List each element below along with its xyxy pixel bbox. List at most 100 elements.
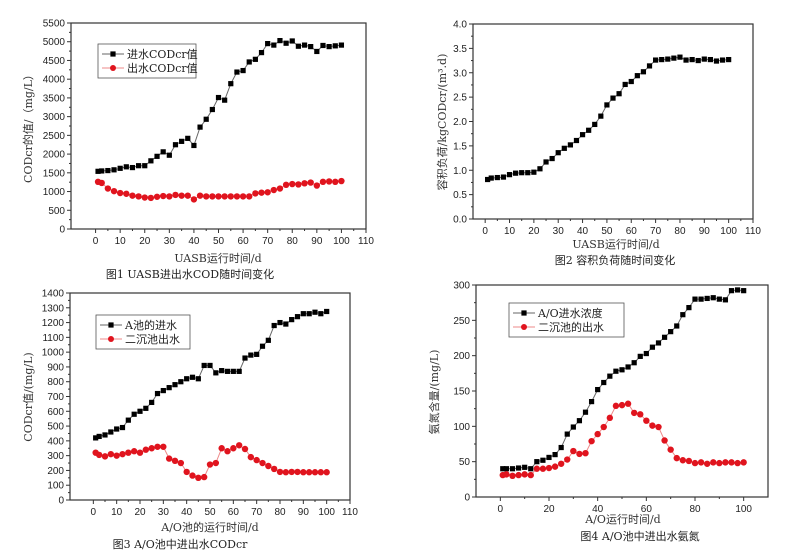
data-point — [325, 178, 333, 185]
y-tick-label: 3000 — [43, 112, 66, 123]
data-point — [236, 368, 242, 374]
data-point — [277, 319, 283, 326]
y-tick-label: 0 — [464, 493, 470, 504]
data-point — [707, 56, 713, 63]
data-point — [564, 431, 570, 437]
y-tick-label: 3.5 — [453, 44, 467, 55]
data-point — [691, 459, 699, 467]
data-point — [734, 287, 741, 293]
data-point — [289, 317, 295, 323]
y-tick-label: 3500 — [43, 93, 66, 104]
data-point — [500, 466, 506, 472]
data-point — [239, 193, 247, 200]
data-point — [276, 468, 284, 476]
data-point — [576, 418, 583, 424]
y-tick-label: 900 — [47, 362, 64, 373]
x-tick-label: 50 — [213, 236, 225, 247]
x-tick-label: 0 — [93, 236, 99, 247]
figure-caption: 图1 UASB进出水COD随时间变化 — [106, 267, 274, 281]
x-axis-label: UASB运行时间/d — [572, 238, 659, 251]
data-point — [123, 164, 129, 170]
data-point — [172, 142, 179, 148]
data-point — [485, 176, 491, 183]
data-point — [190, 196, 198, 203]
y-axis-label: CODcr值/(mg/L) — [22, 352, 35, 441]
figure-caption: 图2 容积负荷随时间变化 — [555, 253, 676, 267]
data-point — [160, 149, 166, 155]
data-point — [154, 443, 161, 450]
data-point — [726, 56, 732, 63]
data-point — [625, 364, 631, 370]
data-point — [570, 424, 576, 430]
data-point — [166, 385, 172, 391]
x-tick-label: 40 — [188, 236, 200, 247]
x-tick-label: 30 — [158, 507, 170, 518]
data-point — [740, 459, 747, 466]
data-point — [105, 167, 111, 174]
y-tick-label: 300 — [453, 281, 470, 292]
data-point — [119, 424, 126, 431]
data-point — [668, 329, 674, 335]
data-point — [196, 192, 204, 199]
data-point — [598, 113, 604, 119]
data-point — [710, 459, 717, 466]
data-point — [677, 54, 683, 60]
x-tick-label: 80 — [287, 236, 299, 247]
y-tick-label: 1.5 — [453, 141, 467, 152]
data-point — [582, 409, 589, 415]
legend-marker-square — [108, 322, 114, 328]
data-point — [143, 405, 149, 411]
data-point — [503, 471, 510, 478]
data-point — [129, 164, 136, 171]
data-point — [600, 423, 607, 431]
x-axis-label: A/O池的运行时间/d — [160, 520, 258, 534]
data-point — [184, 376, 190, 382]
data-point — [276, 185, 284, 192]
data-point — [619, 367, 625, 373]
data-point — [701, 56, 707, 62]
data-point — [166, 152, 172, 158]
data-point — [313, 182, 321, 189]
data-point — [111, 167, 117, 173]
data-point — [301, 180, 308, 187]
y-tick-label: 3.0 — [453, 68, 467, 79]
x-tick-label: 100 — [735, 504, 752, 515]
data-point — [137, 408, 143, 414]
data-point — [570, 447, 577, 455]
y-tick-label: 2.5 — [453, 93, 467, 104]
data-point — [147, 194, 155, 202]
x-tick-label: 0 — [91, 507, 97, 518]
x-tick-label: 90 — [699, 226, 711, 237]
data-point — [159, 192, 167, 200]
data-point — [259, 459, 266, 467]
data-point — [649, 344, 656, 350]
data-point — [259, 343, 266, 349]
data-point — [628, 78, 634, 85]
data-point — [671, 55, 677, 61]
y-tick-label: 2000 — [43, 150, 66, 161]
y-tick-label: 0.0 — [453, 215, 467, 226]
data-point — [500, 174, 507, 180]
data-point — [588, 437, 595, 445]
data-point — [573, 137, 580, 144]
data-point — [135, 193, 142, 200]
data-point — [513, 170, 519, 176]
x-tick-label: 70 — [650, 226, 662, 237]
data-point — [116, 189, 124, 197]
data-point — [252, 56, 258, 62]
data-point — [521, 471, 528, 478]
data-point — [722, 297, 729, 303]
data-point — [519, 170, 525, 176]
x-tick-label: 0 — [498, 504, 504, 515]
data-point — [314, 48, 320, 55]
data-point — [326, 43, 332, 50]
data-point — [543, 159, 549, 165]
data-point — [136, 449, 144, 456]
x-axis-label: A/O运行时间/d — [584, 513, 660, 526]
data-point — [171, 457, 179, 465]
legend-marker-circle — [108, 336, 114, 342]
data-point — [271, 322, 277, 329]
series-secondary — [499, 400, 747, 479]
data-point — [630, 409, 638, 417]
data-point — [646, 63, 653, 69]
